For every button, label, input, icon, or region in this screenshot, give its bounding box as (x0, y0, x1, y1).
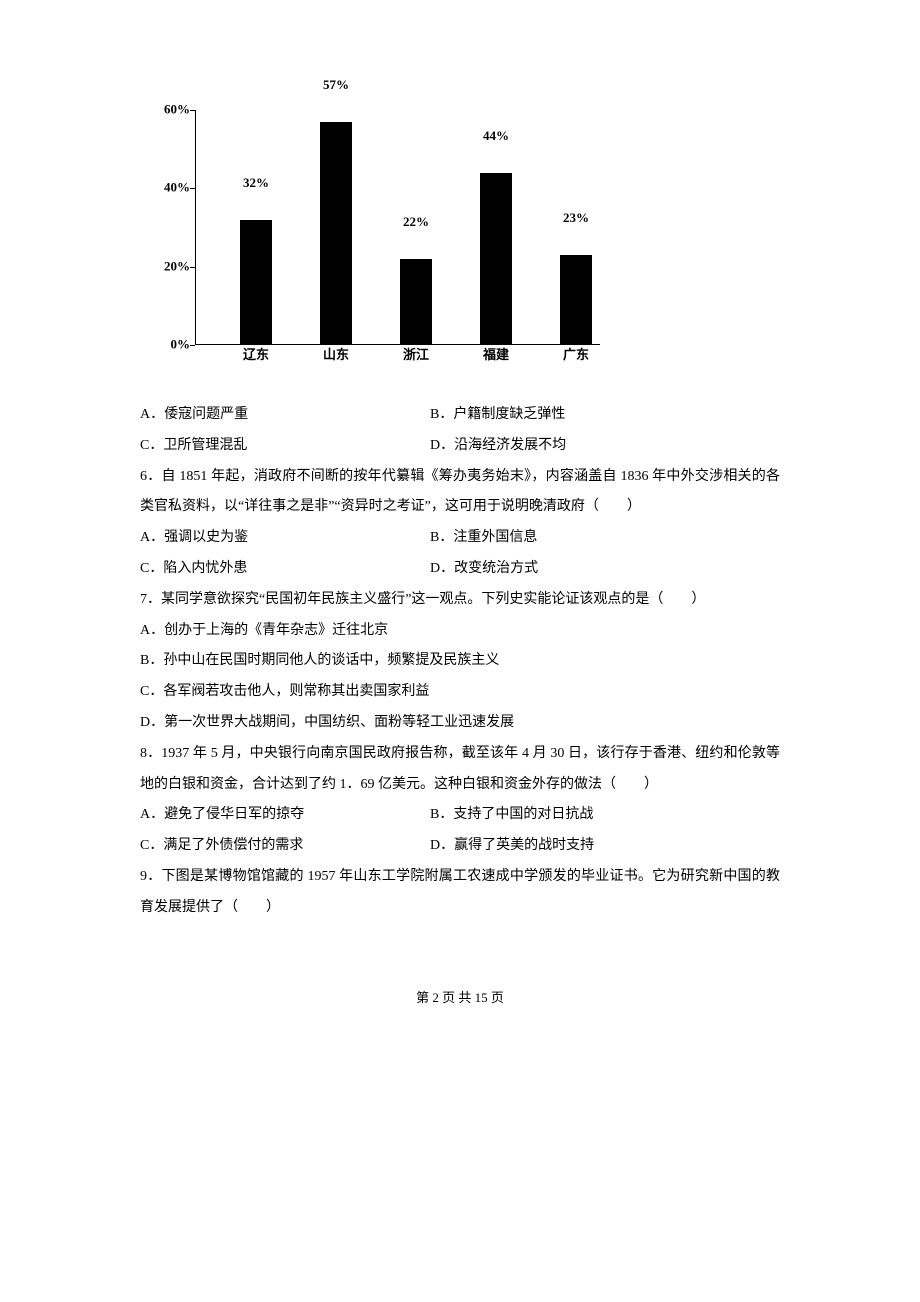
q6-option-d: D．改变统治方式 (430, 554, 780, 585)
x-axis-label: 山东 (306, 341, 366, 370)
chart-bar (400, 259, 432, 345)
q6-options-row-1: A．强调以史为鉴 B．注重外国信息 (140, 523, 780, 554)
bar-value-label: 22% (386, 208, 446, 237)
q6-options-row-2: C．陷入内忧外患 D．改变统治方式 (140, 554, 780, 585)
y-axis-label: 40% (150, 174, 190, 203)
q5-option-a: A．倭寇问题严重 (140, 400, 430, 431)
q7-option-a: A．创办于上海的《青年杂志》迁往北京 (140, 616, 780, 647)
bar-value-label: 57% (306, 71, 366, 100)
q7-text: 7．某同学意欲探究“民国初年民族主义盛行”这一观点。下列史实能论证该观点的是（ … (140, 585, 780, 616)
chart-bar (560, 255, 592, 345)
q7-option-d: D．第一次世界大战期间，中国纺织、面粉等轻工业迅速发展 (140, 708, 780, 739)
chart-bar (240, 220, 272, 345)
q9-text: 9．下图是某博物馆馆藏的 1957 年山东工学院附属工农速成中学颁发的毕业证书。… (140, 862, 780, 924)
q5-option-c: C．卫所管理混乱 (140, 431, 430, 462)
q8-option-d: D．赢得了英美的战时支持 (430, 831, 780, 862)
q7-option-b: B．孙中山在民国时期同他人的谈话中，频繁提及民族主义 (140, 646, 780, 677)
y-axis-label: 60% (150, 96, 190, 125)
x-axis-label: 福建 (466, 341, 526, 370)
chart-bar (320, 122, 352, 345)
page-footer: 第 2 页 共 15 页 (140, 984, 780, 1013)
q6-option-a: A．强调以史为鉴 (140, 523, 430, 554)
q8-option-a: A．避免了侵华日军的掠夺 (140, 800, 430, 831)
bar-value-label: 23% (546, 204, 606, 233)
q6-text: 6．自 1851 年起，消政府不间断的按年代纂辑《筹办夷务始末》，内容涵盖自 1… (140, 462, 780, 524)
chart-bar (480, 173, 512, 345)
q5-option-d: D．沿海经济发展不均 (430, 431, 780, 462)
x-axis-label: 广东 (546, 341, 606, 370)
y-axis-label: 0% (150, 331, 190, 360)
q8-options-row-1: A．避免了侵华日军的掠夺 B．支持了中国的对日抗战 (140, 800, 780, 831)
bar-value-label: 32% (226, 169, 286, 198)
bar-value-label: 44% (466, 122, 526, 151)
q6-option-c: C．陷入内忧外患 (140, 554, 430, 585)
q8-text: 8．1937 年 5 月，中央银行向南京国民政府报告称，截至该年 4 月 30 … (140, 739, 780, 801)
q5-option-b: B．户籍制度缺乏弹性 (430, 400, 780, 431)
q7-option-c: C．各军阀若攻击他人，则常称其出卖国家利益 (140, 677, 780, 708)
bar-chart: 0%20%40%60%32%辽东57%山东22%浙江44%福建23%广东 (140, 100, 600, 380)
q8-option-b: B．支持了中国的对日抗战 (430, 800, 780, 831)
q8-options-row-2: C．满足了外债偿付的需求 D．赢得了英美的战时支持 (140, 831, 780, 862)
q5-options-row-1: A．倭寇问题严重 B．户籍制度缺乏弹性 (140, 400, 780, 431)
q5-options-row-2: C．卫所管理混乱 D．沿海经济发展不均 (140, 431, 780, 462)
x-axis-label: 辽东 (226, 341, 286, 370)
q6-option-b: B．注重外国信息 (430, 523, 780, 554)
y-axis-label: 20% (150, 252, 190, 281)
x-axis-label: 浙江 (386, 341, 446, 370)
q8-option-c: C．满足了外债偿付的需求 (140, 831, 430, 862)
